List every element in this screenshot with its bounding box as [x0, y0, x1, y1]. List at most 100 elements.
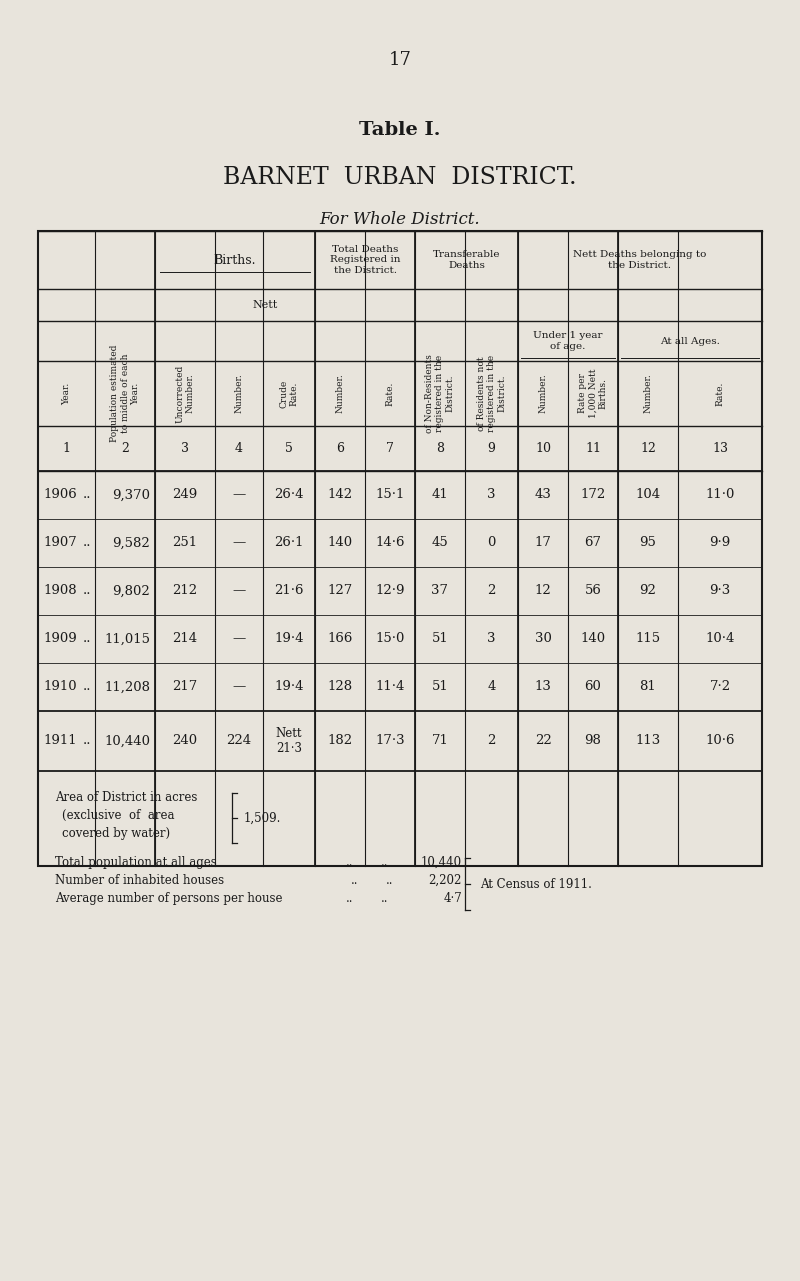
Text: 15·1: 15·1 [375, 488, 405, 501]
Text: 3: 3 [487, 488, 496, 501]
Text: 7: 7 [386, 442, 394, 456]
Text: 2: 2 [487, 734, 496, 748]
Text: Under 1 year
of age.: Under 1 year of age. [534, 332, 602, 351]
Text: Population estimated
to middle of each
Year.: Population estimated to middle of each Y… [110, 345, 140, 442]
Text: ..: .. [82, 633, 91, 646]
Text: 115: 115 [635, 633, 661, 646]
Text: 51: 51 [432, 633, 448, 646]
Text: 212: 212 [173, 584, 198, 597]
Text: 1911: 1911 [43, 734, 77, 748]
Text: 12: 12 [534, 584, 551, 597]
Text: of Non-Residents
registered in the
District.: of Non-Residents registered in the Distr… [425, 354, 455, 433]
Text: 224: 224 [226, 734, 251, 748]
Text: ..: .. [351, 874, 358, 886]
Text: 249: 249 [172, 488, 198, 501]
Text: 14·6: 14·6 [375, 537, 405, 550]
Text: Nett Deaths belonging to
the District.: Nett Deaths belonging to the District. [574, 250, 706, 270]
Text: ..: .. [386, 874, 394, 886]
Text: 10,440: 10,440 [421, 856, 462, 869]
Text: 1906: 1906 [43, 488, 77, 501]
Text: Nett
21·3: Nett 21·3 [276, 728, 302, 755]
Text: 60: 60 [585, 680, 602, 693]
Text: 1907: 1907 [43, 537, 77, 550]
Text: 104: 104 [635, 488, 661, 501]
Text: Number.: Number. [335, 374, 345, 414]
Text: 9,582: 9,582 [112, 537, 150, 550]
Text: 11,208: 11,208 [104, 680, 150, 693]
Text: 15·0: 15·0 [375, 633, 405, 646]
Text: —: — [232, 680, 246, 693]
Text: Uncorrected
Number.: Uncorrected Number. [175, 364, 194, 423]
Text: Total population at all ages: Total population at all ages [55, 856, 217, 869]
Text: 19·4: 19·4 [274, 633, 304, 646]
Text: 17: 17 [389, 51, 411, 69]
Text: 11·0: 11·0 [706, 488, 734, 501]
Text: ..: .. [82, 488, 91, 501]
Text: 0: 0 [487, 537, 496, 550]
Text: 13: 13 [534, 680, 551, 693]
Bar [38, 231, 762, 866]
Text: 1,509.: 1,509. [244, 811, 282, 825]
Text: Rate.: Rate. [715, 382, 725, 406]
Text: Average number of persons per house: Average number of persons per house [55, 892, 282, 904]
Text: 10: 10 [535, 442, 551, 456]
Text: —: — [232, 537, 246, 550]
Text: 1910: 1910 [43, 680, 77, 693]
Text: 41: 41 [432, 488, 448, 501]
Text: 21·6: 21·6 [274, 584, 304, 597]
Text: 5: 5 [285, 442, 293, 456]
Text: Table I.: Table I. [359, 120, 441, 140]
Text: Number of inhabited houses: Number of inhabited houses [55, 874, 224, 886]
Text: 7·2: 7·2 [710, 680, 730, 693]
Text: ..: .. [346, 856, 354, 869]
Text: 17: 17 [534, 537, 551, 550]
Text: ..: .. [82, 734, 91, 748]
Text: 1: 1 [62, 442, 70, 456]
Text: ..: .. [382, 856, 389, 869]
Text: 11,015: 11,015 [104, 633, 150, 646]
Text: 9,802: 9,802 [112, 584, 150, 597]
Text: 13: 13 [712, 442, 728, 456]
Text: 217: 217 [172, 680, 198, 693]
Text: ..: .. [346, 892, 354, 904]
Text: 17·3: 17·3 [375, 734, 405, 748]
Text: 71: 71 [431, 734, 449, 748]
Text: BARNET  URBAN  DISTRICT.: BARNET URBAN DISTRICT. [223, 167, 577, 190]
Text: Rate.: Rate. [386, 382, 394, 406]
Text: 2,202: 2,202 [429, 874, 462, 886]
Text: Crude
Rate.: Crude Rate. [279, 379, 298, 407]
Text: —: — [232, 488, 246, 501]
Text: 3: 3 [181, 442, 189, 456]
Text: 43: 43 [534, 488, 551, 501]
Text: 19·4: 19·4 [274, 680, 304, 693]
Text: 4: 4 [235, 442, 243, 456]
Text: 92: 92 [639, 584, 657, 597]
Text: 4·7: 4·7 [443, 892, 462, 904]
Text: Nett: Nett [252, 300, 278, 310]
Text: 10·6: 10·6 [706, 734, 734, 748]
Text: 9·3: 9·3 [710, 584, 730, 597]
Text: 11: 11 [585, 442, 601, 456]
Text: 142: 142 [327, 488, 353, 501]
Text: 81: 81 [640, 680, 656, 693]
Text: 140: 140 [581, 633, 606, 646]
Text: 10·4: 10·4 [706, 633, 734, 646]
Text: 1908: 1908 [43, 584, 77, 597]
Text: —: — [232, 584, 246, 597]
Text: For Whole District.: For Whole District. [320, 211, 480, 228]
Text: ..: .. [82, 680, 91, 693]
Text: Rate per
1,000 Nett
Births.: Rate per 1,000 Nett Births. [578, 369, 608, 419]
Text: 8: 8 [436, 442, 444, 456]
Text: Births.: Births. [214, 254, 256, 266]
Text: (exclusive  of  area: (exclusive of area [62, 810, 174, 822]
Text: Year.: Year. [62, 382, 71, 405]
Text: Number.: Number. [234, 374, 243, 414]
Text: 11·4: 11·4 [375, 680, 405, 693]
Text: 128: 128 [327, 680, 353, 693]
Text: Transferable
Deaths: Transferable Deaths [433, 250, 500, 270]
Text: 56: 56 [585, 584, 602, 597]
Text: Area of District in acres: Area of District in acres [55, 790, 198, 804]
Text: 9,370: 9,370 [112, 488, 150, 501]
Text: ..: .. [82, 584, 91, 597]
Text: Number.: Number. [643, 374, 653, 414]
